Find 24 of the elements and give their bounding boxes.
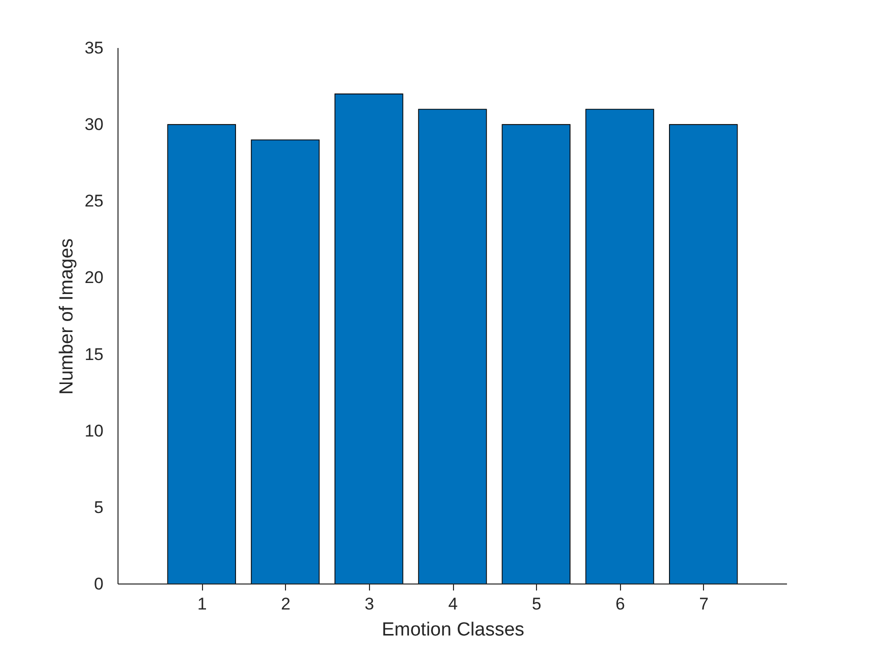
y-tick-label: 0 [94, 574, 104, 594]
y-tick-label: 5 [94, 498, 104, 517]
y-tick-label: 35 [84, 38, 104, 58]
x-tick-label: 7 [699, 594, 709, 614]
bar [418, 108, 487, 584]
x-tick-label: 3 [364, 594, 374, 614]
x-tick-label: 6 [616, 594, 625, 614]
bar [167, 124, 236, 584]
bar [502, 124, 570, 584]
y-tick-label: 15 [84, 344, 104, 364]
y-tick-label: 10 [84, 421, 104, 440]
x-axis-title: Emotion Classes [382, 620, 524, 640]
bar [250, 139, 320, 584]
y-tick-label: 20 [84, 268, 104, 288]
x-tick-label: 1 [197, 594, 207, 614]
y-tick-label: 30 [84, 115, 104, 134]
x-tick-label: 5 [532, 594, 542, 614]
x-tick-label: 2 [281, 594, 290, 614]
y-axis-title: Number of Images [56, 238, 78, 395]
bar [669, 124, 738, 584]
y-tick-label: 25 [84, 192, 104, 211]
bar [585, 108, 654, 584]
bar [334, 94, 404, 584]
x-tick-label: 4 [448, 594, 458, 614]
